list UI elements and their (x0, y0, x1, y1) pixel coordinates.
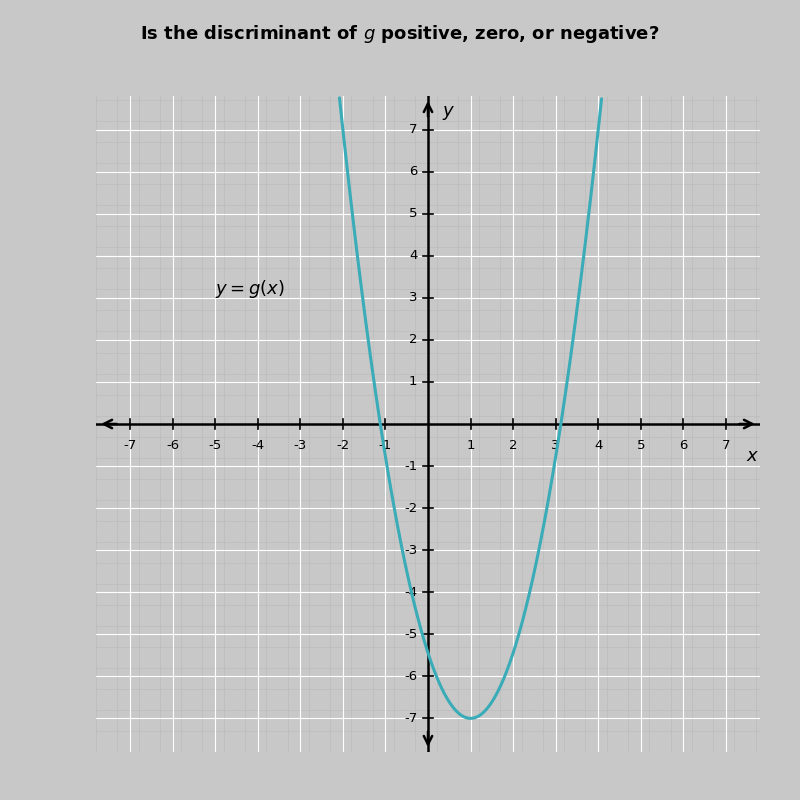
Text: -7: -7 (123, 438, 137, 452)
Text: 5: 5 (637, 438, 645, 452)
Text: 1: 1 (466, 438, 475, 452)
Text: -3: -3 (294, 438, 307, 452)
Text: -3: -3 (404, 544, 418, 557)
Text: x: x (746, 447, 757, 465)
Text: -6: -6 (404, 670, 418, 683)
Text: Is the discriminant of $g$ positive, zero, or negative?: Is the discriminant of $g$ positive, zer… (140, 22, 660, 45)
Text: -6: -6 (166, 438, 179, 452)
Text: 3: 3 (551, 438, 560, 452)
Text: -2: -2 (404, 502, 418, 514)
Text: 6: 6 (409, 165, 418, 178)
Text: 5: 5 (409, 207, 418, 220)
Text: 2: 2 (509, 438, 518, 452)
Text: 4: 4 (409, 250, 418, 262)
Text: 4: 4 (594, 438, 602, 452)
Text: -5: -5 (209, 438, 222, 452)
Text: 7: 7 (722, 438, 730, 452)
Text: 7: 7 (409, 123, 418, 136)
Text: -1: -1 (404, 459, 418, 473)
Text: -4: -4 (251, 438, 264, 452)
Text: -7: -7 (404, 712, 418, 725)
Text: y: y (443, 102, 454, 120)
Text: -2: -2 (336, 438, 350, 452)
Text: 3: 3 (409, 291, 418, 304)
Text: 1: 1 (409, 375, 418, 389)
Text: -5: -5 (404, 628, 418, 641)
Text: -1: -1 (379, 438, 392, 452)
Text: 6: 6 (679, 438, 687, 452)
Text: 2: 2 (409, 334, 418, 346)
Text: -4: -4 (404, 586, 418, 598)
Text: $y = g(x)$: $y = g(x)$ (215, 278, 285, 301)
